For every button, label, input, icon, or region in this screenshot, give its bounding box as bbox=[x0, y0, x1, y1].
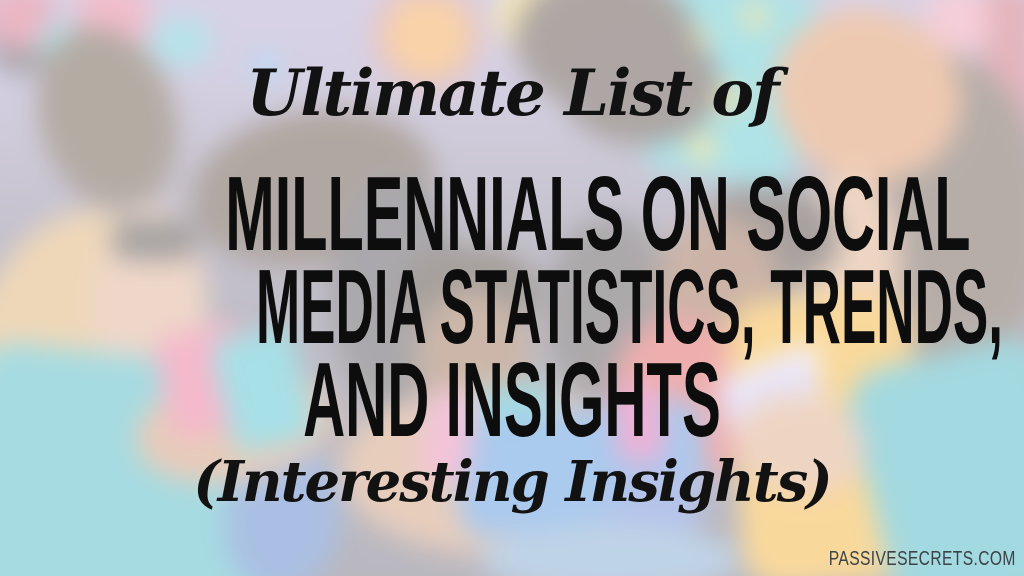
eyebrow-text: Ultimate List of bbox=[246, 56, 779, 131]
subtitle-text: (Interesting Insights) bbox=[193, 449, 833, 515]
title-line-3: AND INSIGHTS bbox=[303, 341, 721, 459]
site-watermark: PASSIVESECRETS.COM bbox=[828, 548, 1016, 570]
title-line-2: MEDIA STATISTICS, TRENDS, bbox=[256, 248, 1003, 366]
page-title: MILLENNIALS ON SOCIAL MEDIA STATISTICS, … bbox=[0, 161, 1024, 459]
